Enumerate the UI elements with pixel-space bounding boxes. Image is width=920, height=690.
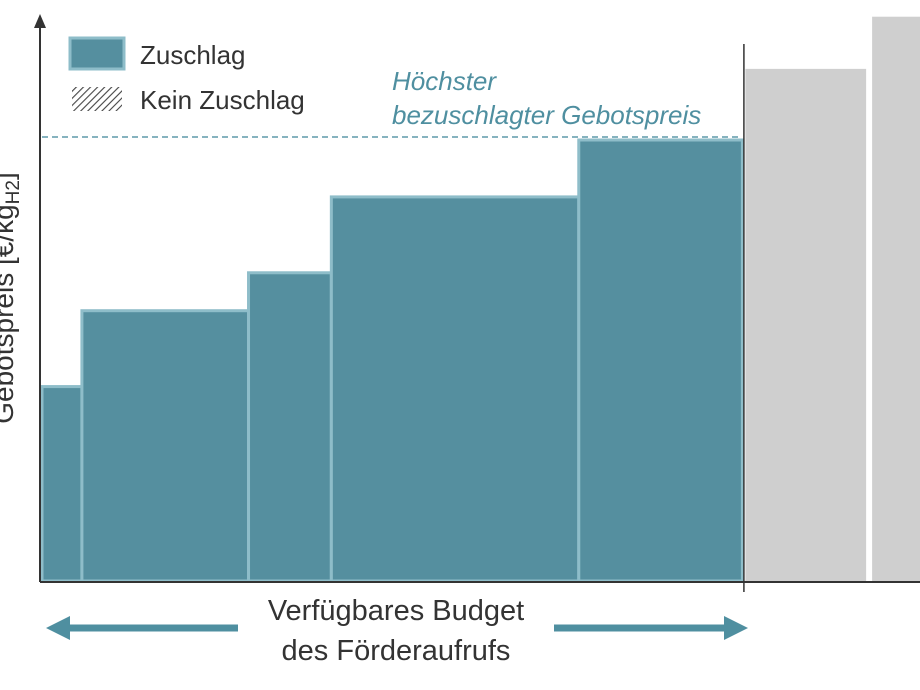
- y-axis-label-suffix: ]: [0, 172, 19, 180]
- budget-indicator: Verfügbares Budget des Förderaufrufs: [46, 595, 748, 667]
- max-price-annotation-line1: Höchster: [392, 66, 497, 96]
- bar-zuschlag-3: [247, 271, 333, 583]
- y-axis-label-subscript: H2: [3, 180, 24, 204]
- legend-swatch-kein-zuschlag: [72, 87, 122, 111]
- legend-swatch-zuschlag: [68, 36, 126, 71]
- budget-arrow-right-head: [724, 616, 748, 640]
- bar-zuschlag-1: [40, 385, 84, 583]
- max-price-annotation-line2: bezuschlagter Gebotspreis: [392, 100, 701, 130]
- legend-label-kein-zuschlag: Kein Zuschlag: [140, 85, 305, 115]
- y-axis-arrowhead: [34, 14, 46, 28]
- bar-zuschlag-2: [80, 309, 251, 583]
- bar-kein-zuschlag-1: [745, 68, 867, 581]
- y-axis-label: Gebotspreis [€/kgH2]: [0, 172, 24, 424]
- budget-arrow-left-head: [46, 616, 70, 640]
- legend: Zuschlag Kein Zuschlag: [68, 36, 305, 115]
- bar-kein-zuschlag-2: [872, 16, 920, 582]
- legend-label-zuschlag: Zuschlag: [140, 40, 246, 70]
- bars-layer: [40, 16, 920, 583]
- bar-zuschlag-4: [329, 195, 581, 583]
- budget-label-line2: des Förderaufrufs: [282, 635, 511, 667]
- bar-zuschlag-5: [577, 138, 744, 583]
- budget-label-line1: Verfügbares Budget: [268, 595, 524, 627]
- y-axis-label-main: Gebotspreis [€/kg: [0, 204, 19, 423]
